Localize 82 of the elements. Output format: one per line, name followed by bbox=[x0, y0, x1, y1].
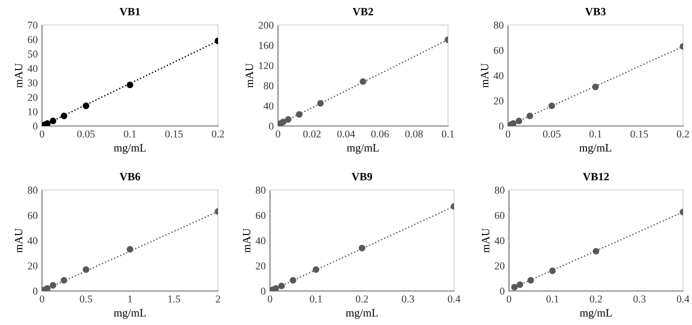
x-tick-label: 0.04 bbox=[337, 130, 355, 138]
chart-title: VB9 bbox=[352, 172, 372, 180]
x-tick-label: 0.06 bbox=[371, 130, 389, 138]
y-tick-label: 60 bbox=[28, 36, 38, 44]
x-tick-label: 1.5 bbox=[168, 296, 180, 303]
chart-title: VB3 bbox=[585, 8, 606, 16]
y-tick-label: 60 bbox=[494, 212, 504, 219]
x-axis-title: mg/mL bbox=[580, 309, 612, 319]
y-tick-label: 0 bbox=[33, 288, 38, 295]
y-tick-label: 80 bbox=[256, 186, 266, 194]
y-tick-label: 50 bbox=[28, 50, 38, 58]
x-tick-label: 0.05 bbox=[543, 130, 560, 138]
x-tick-label: 0.2 bbox=[676, 130, 689, 138]
y-axis-title: mAU bbox=[14, 63, 22, 88]
x-tick-label: 0.1 bbox=[546, 295, 558, 303]
y-tick-label: 40 bbox=[28, 237, 38, 244]
y-axis-title: mAU bbox=[246, 63, 254, 88]
x-tick-label: 0.1 bbox=[589, 130, 602, 138]
x-tick-label: 0.4 bbox=[448, 295, 460, 303]
x-tick-label: 0.2 bbox=[356, 295, 368, 303]
y-tick-label: 20 bbox=[256, 262, 266, 270]
y-tick-label: 20 bbox=[28, 94, 38, 101]
y-tick-label: 0 bbox=[261, 288, 266, 295]
y-tick-label: 60 bbox=[28, 212, 38, 219]
chart-title: VB12 bbox=[582, 172, 609, 180]
y-tick-label: 20 bbox=[494, 97, 504, 104]
x-axis-title: mg/mL bbox=[346, 144, 379, 154]
x-tick-label: 0.3 bbox=[633, 295, 646, 303]
x-tick-label: 0.1 bbox=[442, 130, 454, 138]
y-tick-label: 60 bbox=[256, 212, 266, 219]
x-tick-label: 0.02 bbox=[303, 130, 321, 138]
y-tick-label: 40 bbox=[256, 237, 266, 244]
y-tick-label: 80 bbox=[264, 82, 274, 90]
y-tick-label: 20 bbox=[494, 262, 504, 270]
y-tick-label: 40 bbox=[28, 64, 38, 72]
x-tick-label: 0.1 bbox=[310, 295, 322, 303]
x-tick-label: 0 bbox=[40, 295, 44, 302]
y-tick-label: 10 bbox=[28, 108, 38, 116]
x-tick-label: 0.4 bbox=[676, 295, 690, 303]
y-tick-label: 40 bbox=[494, 237, 504, 244]
y-tick-label: 0 bbox=[269, 122, 274, 130]
y-tick-label: 40 bbox=[264, 102, 274, 110]
y-tick-label: 80 bbox=[28, 186, 38, 194]
chart-title: VB2 bbox=[352, 8, 374, 16]
x-tick-label: 2 bbox=[216, 295, 220, 302]
x-tick-label: 0.1 bbox=[124, 130, 136, 138]
chart-title: VB1 bbox=[120, 8, 140, 16]
x-tick-label: 1 bbox=[128, 296, 132, 302]
y-tick-label: 0 bbox=[33, 122, 38, 130]
x-tick-label: 0.15 bbox=[165, 130, 183, 138]
y-tick-label: 80 bbox=[494, 186, 504, 194]
x-tick-label: 0.3 bbox=[402, 295, 414, 303]
x-axis-title: mg/mL bbox=[114, 144, 146, 154]
y-tick-label: 0 bbox=[500, 288, 504, 295]
y-tick-label: 60 bbox=[494, 46, 504, 54]
x-tick-label: 0.2 bbox=[590, 295, 602, 303]
x-tick-label: 0 bbox=[40, 130, 44, 138]
x-tick-label: 0.5 bbox=[80, 295, 92, 303]
y-axis-title: mAU bbox=[14, 228, 22, 253]
y-tick-label: 30 bbox=[28, 79, 38, 86]
y-tick-label: 80 bbox=[494, 22, 504, 29]
x-axis-title: mg/mL bbox=[114, 309, 146, 319]
x-axis-title: mg/mL bbox=[346, 309, 378, 319]
x-tick-label: 0.08 bbox=[405, 130, 423, 138]
y-tick-label: 120 bbox=[259, 62, 274, 70]
chart-title: VB6 bbox=[120, 172, 140, 180]
y-tick-label: 20 bbox=[28, 262, 38, 270]
y-tick-label: 160 bbox=[259, 42, 274, 49]
x-tick-label: 0 bbox=[506, 130, 510, 138]
x-tick-label: 0.05 bbox=[77, 130, 95, 138]
y-axis-title: mAU bbox=[242, 228, 250, 253]
y-tick-label: 40 bbox=[494, 72, 504, 80]
x-tick-label: 0 bbox=[506, 295, 512, 302]
y-tick-label: 0 bbox=[499, 122, 504, 130]
x-tick-label: 0.15 bbox=[630, 130, 648, 138]
x-tick-label: 0 bbox=[276, 130, 280, 138]
x-axis-title: mg/mL bbox=[579, 144, 612, 154]
y-tick-label: 200 bbox=[258, 22, 274, 29]
y-tick-label: 70 bbox=[28, 22, 38, 29]
x-tick-label: 0.2 bbox=[212, 130, 224, 138]
y-axis-title: mAU bbox=[480, 63, 488, 88]
y-axis-title: mAU bbox=[482, 228, 490, 253]
